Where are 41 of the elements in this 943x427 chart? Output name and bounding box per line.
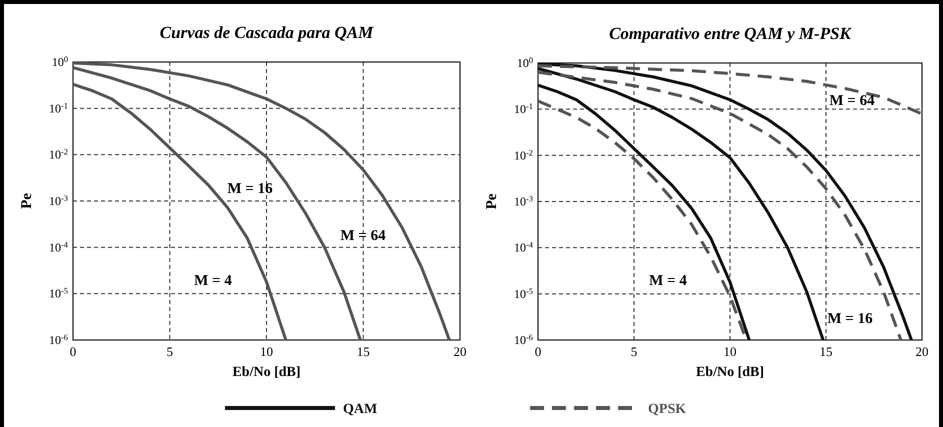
x-axis-title: Eb/No [dB]	[696, 365, 764, 380]
y-tick-label: 10$^{-1}$	[49, 100, 68, 116]
annotation: M = 4	[194, 273, 232, 289]
y-tick-label: 10$^{0}$	[52, 54, 68, 69]
y-tick-label: 10$^{-3}$	[49, 194, 68, 208]
y-tick-label: 10$^{-2}$	[514, 148, 533, 162]
y-tick-label: 10$^{-4}$	[49, 240, 69, 254]
annotation: M = 16	[227, 181, 274, 197]
x-tick-label: 0	[534, 344, 542, 359]
x-tick-label: 10	[724, 344, 736, 359]
x-tick-label: 0	[70, 344, 76, 359]
y-tick-label: 10$^{-6}$	[514, 332, 533, 347]
x-tick-label: 5	[630, 344, 638, 359]
y-tick-label: 10$^{-1}$	[514, 102, 533, 116]
x-tick-label: 15	[356, 344, 370, 359]
text: QAM	[343, 402, 378, 417]
y-axis-title: Pe	[484, 193, 500, 210]
y-tick-label: 10$^{-6}$	[49, 332, 68, 347]
y-tick-label: 10$^{-4}$	[514, 240, 534, 255]
chart-title: Curvas de Cascada para QAM	[160, 23, 374, 42]
annotation: M = 64	[829, 93, 876, 109]
x-tick-label: 20	[916, 344, 928, 359]
annotation: M = 4	[649, 273, 688, 289]
x-axis-title: Eb/No [dB]	[232, 365, 301, 380]
line-series	[536, 64, 924, 116]
annotation: M = 16	[827, 311, 874, 327]
y-tick-label: 10$^{0}$	[516, 56, 533, 70]
y-tick-label: 10$^{-2}$	[49, 147, 68, 162]
text: QPSK	[648, 402, 686, 417]
line-series	[72, 62, 451, 342]
y-tick-label: 10$^{-5}$	[49, 286, 68, 301]
x-tick-label: 5	[166, 344, 173, 359]
y-axis-title: Pe	[19, 192, 35, 209]
chart-title: Comparativo entre QAM y M-PSK	[609, 24, 853, 43]
x-tick-label: 20	[454, 344, 466, 359]
line-series	[72, 82, 288, 342]
annotation: M = 64	[340, 228, 386, 244]
y-tick-label: 10$^{-3}$	[514, 194, 533, 208]
x-tick-label: 10	[260, 344, 273, 359]
x-tick-label: 15	[820, 344, 832, 359]
y-tick-label: 10$^{-5}$	[514, 286, 533, 301]
